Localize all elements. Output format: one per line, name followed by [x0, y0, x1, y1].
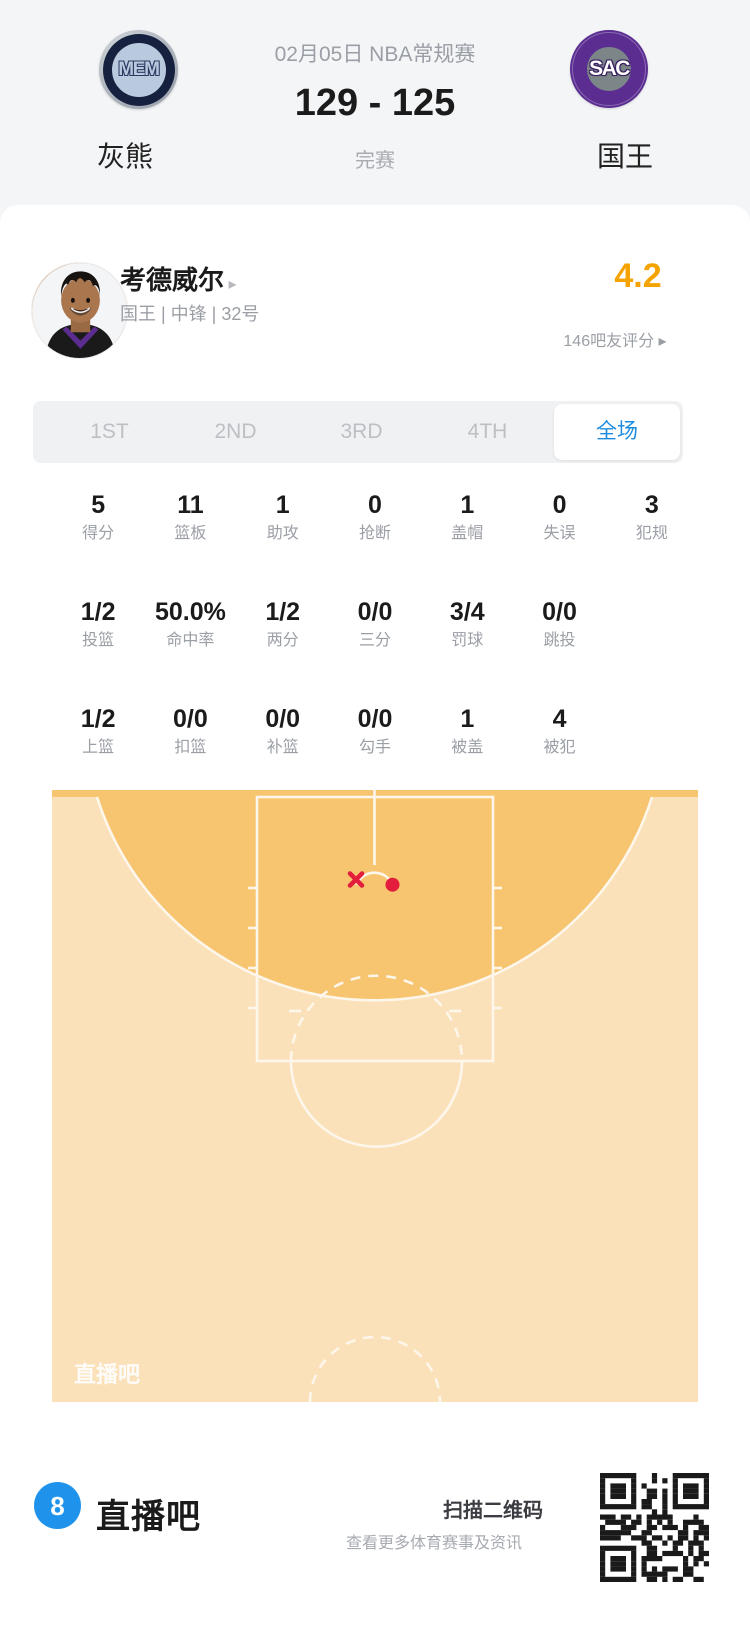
svg-text:8: 8 — [50, 1491, 64, 1521]
svg-text:直播吧: 直播吧 — [74, 1362, 140, 1387]
